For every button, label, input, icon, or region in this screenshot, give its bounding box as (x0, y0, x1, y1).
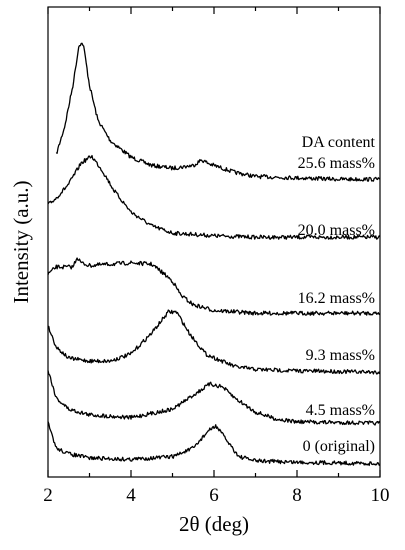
annotation-label: DA content (302, 134, 376, 151)
series-label: 16.2 mass% (298, 290, 375, 307)
series-curve (47, 154, 381, 240)
x-tick-label: 2 (43, 485, 53, 506)
series-label: 25.6 mass% (298, 155, 375, 172)
x-tick-label: 8 (292, 485, 302, 506)
series-label: 4.5 mass% (306, 402, 375, 419)
tick-marks (47, 7, 381, 477)
x-tick-label: 4 (126, 485, 136, 506)
series-curve (47, 370, 381, 426)
y-axis-title: Intensity (a.u.) (9, 180, 33, 303)
series-label: 0 (original) (303, 438, 375, 455)
series-curve (47, 421, 381, 467)
x-tick-label: 6 (209, 485, 219, 506)
x-tick-labels: 2 4 6 8 10 (43, 485, 389, 506)
series-curves (47, 42, 381, 467)
series-curve (47, 257, 381, 316)
series-label: 9.3 mass% (306, 347, 375, 364)
series-curve (55, 42, 381, 182)
series-curve (47, 309, 381, 375)
series-labels: 25.6 mass% 20.0 mass% 16.2 mass% 9.3 mass% 4… (298, 155, 375, 455)
series-label: 20.0 mass% (298, 222, 375, 239)
x-axis-title: 2θ (deg) (179, 512, 249, 536)
x-tick-label: 10 (371, 485, 390, 506)
